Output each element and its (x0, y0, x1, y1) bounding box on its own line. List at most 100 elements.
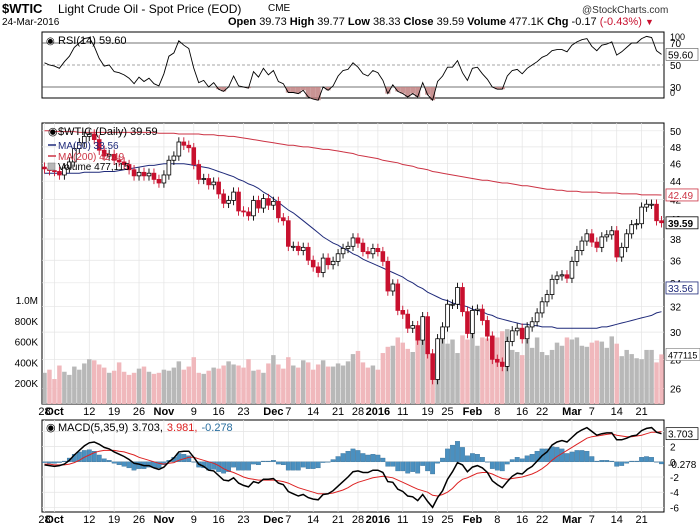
macd-histogram-bar (465, 455, 470, 462)
candle-body (430, 353, 435, 380)
volume-value: 477.1K (509, 16, 545, 28)
candle-body (544, 294, 550, 303)
volume-bar (609, 336, 614, 404)
x-tick-label: 14 (307, 406, 319, 418)
volume-bar (445, 343, 450, 404)
symbol[interactable]: $WTIC (2, 1, 43, 16)
volume-bar (141, 366, 147, 404)
macd-histogram-bar (549, 446, 555, 462)
macd-histogram-bar (405, 461, 411, 474)
macd-histogram-bar (634, 460, 640, 462)
x-tick-label: 14 (611, 406, 623, 418)
x-tick-label: 19 (108, 406, 120, 418)
macd-histogram-bar (519, 458, 525, 462)
candle-body (659, 220, 664, 224)
candle-body (405, 313, 411, 329)
candle-body (425, 316, 430, 355)
candle-body (131, 169, 137, 177)
volume-bar (231, 364, 236, 404)
candle-body (266, 198, 271, 206)
candle-body (231, 191, 236, 201)
macd-tick-label: -6 (670, 503, 679, 514)
volume-bar (221, 365, 226, 404)
macd-histogram-bar (599, 460, 605, 462)
candle-body (67, 161, 72, 169)
rsi-oversold-fill (295, 87, 301, 94)
volume-bar (87, 359, 92, 404)
candle-body (604, 234, 610, 238)
volume-bar (519, 355, 525, 404)
candle-body (62, 167, 67, 176)
volume-value-label: 477115 (668, 350, 697, 360)
price-tick-label: 48 (670, 143, 682, 154)
volume-bar (549, 349, 555, 404)
macd-histogram-bar (290, 461, 296, 471)
x-tick-label: 25 (441, 514, 453, 526)
volume-bar (634, 358, 639, 404)
volume-bar (589, 342, 595, 404)
candle-body (136, 171, 142, 177)
candle-body (644, 203, 649, 208)
volume-bar (181, 369, 187, 404)
x-tick-label: 23 (237, 406, 249, 418)
macd-histogram-bar (325, 461, 331, 463)
x-tick-label: 16 (213, 514, 225, 526)
macd-histogram-bar (256, 461, 261, 466)
x-tick-label: 7 (285, 514, 291, 526)
candle-body (201, 178, 207, 180)
volume-bar (485, 338, 490, 404)
candle-body (460, 287, 465, 313)
volume-bar (126, 374, 132, 404)
candle-body (485, 320, 490, 337)
candle-body (599, 236, 605, 248)
volume-bar (539, 352, 545, 404)
volume-value-box (665, 348, 700, 361)
candle-body (251, 200, 256, 217)
volume-bar (470, 330, 475, 404)
candle-body (221, 193, 226, 204)
candle-body (141, 171, 147, 177)
x-tick-label: 21 (635, 406, 647, 418)
volume-bar (654, 362, 659, 404)
volume-bar (614, 343, 619, 404)
macd-histogram-bar (191, 461, 197, 463)
x-tick-label: 11 (397, 514, 408, 526)
macd-histogram-bar (116, 461, 122, 466)
volume-bar (400, 342, 405, 404)
candle-body (345, 245, 351, 249)
candle-body (614, 230, 620, 258)
x-tick-label: 23 (237, 514, 249, 526)
volume-bar (72, 366, 77, 404)
macd-histogram-bar (639, 457, 644, 462)
volume-bar (370, 365, 376, 404)
volume-bar (325, 366, 331, 404)
volume-bar (271, 355, 276, 404)
x-tick-label: 28 (38, 406, 50, 418)
volume-bar (380, 353, 386, 404)
volume-tick-label: 800K (15, 317, 39, 328)
volume-bar (415, 329, 420, 404)
macd-value-box (665, 427, 699, 441)
volume-bar (310, 369, 316, 404)
macd-histogram-bar (315, 461, 321, 469)
candle-body (286, 220, 291, 247)
macd-panel: 420-2-4-6◉MACD(5,35,9)3.703,3.981,-0.278… (41, 419, 699, 514)
macd-histogram-bar (504, 461, 510, 465)
volume-bar (584, 346, 590, 404)
macd-histogram-bar (489, 461, 495, 469)
volume-bar (385, 346, 391, 404)
macd-histogram-bar (430, 461, 436, 475)
price-tick-label: 46 (670, 160, 682, 171)
macd-histogram-bar (365, 454, 371, 462)
macd-histogram-bar (659, 461, 664, 465)
x-tick-label: 7 (589, 514, 595, 526)
x-tick-label: 2016 (366, 406, 390, 418)
macd-histogram-bar (96, 454, 102, 462)
macd-legend-hist: -0.278 (201, 422, 232, 434)
volume-bar (176, 361, 182, 404)
candle-body (490, 335, 495, 360)
x-tick-label: 16 (516, 514, 528, 526)
volume-bar (559, 345, 565, 404)
macd-histogram-bar (231, 461, 236, 468)
